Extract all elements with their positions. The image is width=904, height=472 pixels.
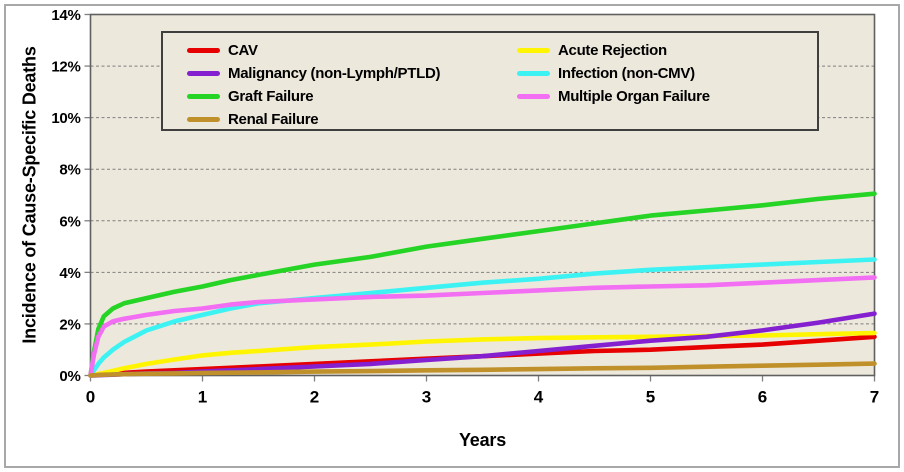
x-tick-label: 4 (534, 388, 544, 407)
x-axis-title: Years (458, 430, 507, 450)
x-tick-label: 6 (758, 388, 767, 407)
legend-label: Multiple Organ Failure (558, 88, 710, 105)
x-tick-label: 1 (198, 388, 207, 407)
x-tick-label: 5 (646, 388, 655, 407)
y-axis-title: Incidence of Cause-Specific Deaths (19, 46, 40, 344)
legend-item: Renal Failure (187, 108, 517, 131)
legend-label: Malignancy (non-Lymph/PTLD) (228, 65, 441, 82)
y-tick-label: 12% (51, 59, 80, 76)
y-tick-label: 10% (51, 110, 80, 127)
y-tick-label: 0% (59, 368, 80, 385)
y-tick-label: 14% (51, 7, 80, 24)
legend-key-swatch (187, 48, 220, 53)
legend-item: Graft Failure (187, 85, 517, 108)
x-tick-label: 0 (86, 388, 95, 407)
series-line-acute-rejection (88, 330, 877, 378)
legend-label: Acute Rejection (558, 42, 667, 59)
legend-key-swatch (517, 94, 550, 99)
legend-key-swatch (187, 117, 220, 122)
y-tick-label: 4% (59, 265, 80, 282)
x-tick-label: 7 (870, 388, 879, 407)
legend-item: Multiple Organ Failure (517, 85, 817, 108)
legend-item: CAV (187, 39, 517, 62)
legend-key-swatch (187, 71, 220, 76)
legend-item: Acute Rejection (517, 39, 817, 62)
legend-label: Graft Failure (228, 88, 314, 105)
series-line-multiple-organ-failure (88, 275, 877, 378)
x-tick-label: 3 (422, 388, 431, 407)
x-tick-label: 2 (310, 388, 319, 407)
legend-label: Infection (non-CMV) (558, 65, 695, 82)
legend-item: Infection (non-CMV) (517, 62, 817, 85)
series-line-renal-failure (88, 361, 877, 378)
legend-item: Malignancy (non-Lymph/PTLD) (187, 62, 517, 85)
series-line-graft-failure (88, 191, 877, 378)
y-tick-label: 6% (59, 213, 80, 230)
legend-key-swatch (517, 48, 550, 53)
legend-label: CAV (228, 42, 258, 59)
legend-label: Renal Failure (228, 111, 319, 128)
y-tick-label: 2% (59, 316, 80, 333)
legend-key-swatch (187, 94, 220, 99)
legend: CAV Acute Rejection Malignancy (non-Lymph/… (161, 31, 819, 131)
legend-key-swatch (517, 71, 550, 76)
y-tick-label: 8% (59, 162, 80, 179)
